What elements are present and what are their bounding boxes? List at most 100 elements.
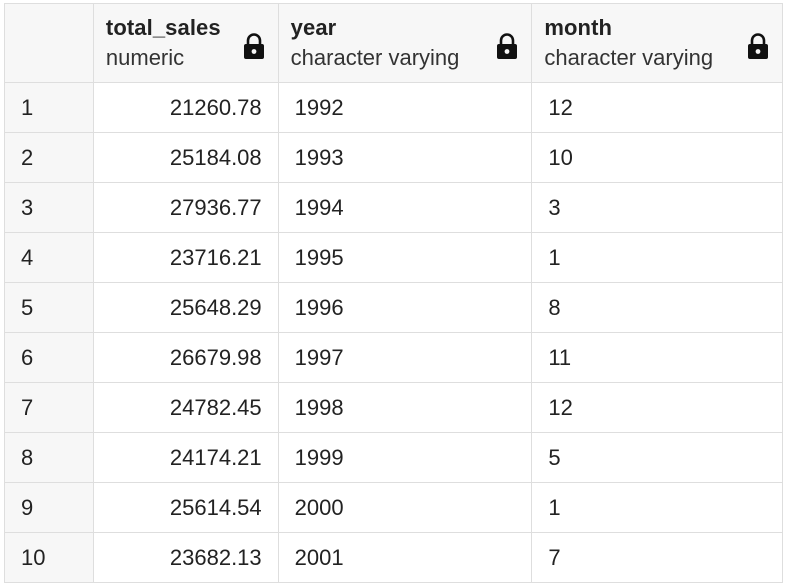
month-cell[interactable]: 8 — [532, 283, 783, 333]
total-sales-value: 25648.29 — [169, 294, 262, 320]
table-row[interactable]: 9 25614.54 2000 1 — [5, 483, 783, 533]
row-number-cell[interactable]: 2 — [5, 133, 94, 183]
row-number: 7 — [21, 394, 34, 420]
column-header-month[interactable]: month character varying — [532, 4, 783, 83]
lock-icon — [497, 33, 518, 59]
row-number-cell[interactable]: 1 — [5, 83, 94, 133]
month-value: 8 — [548, 294, 561, 320]
column-name: year — [290, 15, 337, 40]
row-number: 6 — [21, 344, 34, 370]
total-sales-value: 24782.45 — [169, 394, 262, 420]
lock-icon — [243, 33, 264, 59]
total-sales-value: 26679.98 — [169, 344, 262, 370]
row-number: 8 — [21, 444, 34, 470]
total-sales-cell[interactable]: 23716.21 — [93, 233, 279, 283]
year-value: 2001 — [294, 544, 344, 570]
month-cell[interactable]: 3 — [532, 183, 783, 233]
month-cell[interactable]: 12 — [532, 83, 783, 133]
month-value: 1 — [548, 244, 561, 270]
row-number-cell[interactable]: 6 — [5, 333, 94, 383]
year-cell[interactable]: 1993 — [278, 133, 533, 183]
total-sales-value: 27936.77 — [169, 194, 262, 220]
row-number: 3 — [21, 194, 34, 220]
table-row[interactable]: 10 23682.13 2001 7 — [5, 533, 783, 583]
total-sales-cell[interactable]: 25184.08 — [93, 133, 279, 183]
year-value: 1997 — [294, 344, 344, 370]
total-sales-cell[interactable]: 24174.21 — [93, 433, 279, 483]
year-value: 1992 — [294, 94, 344, 120]
column-type: numeric — [105, 45, 185, 70]
year-cell[interactable]: 1998 — [278, 383, 533, 433]
month-cell[interactable]: 1 — [532, 233, 783, 283]
column-name: total_sales — [105, 15, 221, 40]
month-cell[interactable]: 10 — [532, 133, 783, 183]
year-value: 1993 — [294, 144, 344, 170]
year-cell[interactable]: 2001 — [278, 533, 533, 583]
month-value: 10 — [548, 144, 573, 170]
total-sales-value: 23716.21 — [169, 244, 262, 270]
row-number-cell[interactable]: 9 — [5, 483, 94, 533]
month-value: 11 — [548, 344, 572, 370]
month-cell[interactable]: 5 — [532, 433, 783, 483]
year-value: 1996 — [294, 294, 344, 320]
row-number: 9 — [21, 494, 34, 520]
table-row[interactable]: 7 24782.45 1998 12 — [5, 383, 783, 433]
month-value: 1 — [548, 494, 561, 520]
row-number: 5 — [21, 294, 34, 320]
row-number-cell[interactable]: 4 — [5, 233, 94, 283]
row-number: 4 — [21, 244, 34, 270]
row-number-cell[interactable]: 5 — [5, 283, 94, 333]
year-cell[interactable]: 2000 — [278, 483, 533, 533]
month-value: 7 — [548, 544, 561, 570]
year-cell[interactable]: 1996 — [278, 283, 533, 333]
year-cell[interactable]: 1997 — [278, 333, 533, 383]
total-sales-cell[interactable]: 27936.77 — [93, 183, 279, 233]
table-row[interactable]: 2 25184.08 1993 10 — [5, 133, 783, 183]
column-name: month — [544, 15, 613, 40]
total-sales-cell[interactable]: 24782.45 — [93, 383, 279, 433]
year-cell[interactable]: 1995 — [278, 233, 533, 283]
total-sales-cell[interactable]: 25614.54 — [93, 483, 279, 533]
column-header-year[interactable]: year character varying — [278, 4, 533, 83]
total-sales-cell[interactable]: 21260.78 — [93, 83, 279, 133]
year-value: 1998 — [294, 394, 344, 420]
total-sales-value: 24174.21 — [169, 444, 262, 470]
table-row[interactable]: 6 26679.98 1997 11 — [5, 333, 783, 383]
results-grid: total_sales numeric year character varyi… — [4, 3, 783, 583]
year-value: 1995 — [294, 244, 344, 270]
column-type: character varying — [290, 45, 460, 70]
row-number: 10 — [21, 544, 46, 570]
row-number-cell[interactable]: 3 — [5, 183, 94, 233]
header-row: total_sales numeric year character varyi… — [5, 4, 783, 83]
row-number-cell[interactable]: 8 — [5, 433, 94, 483]
table-row[interactable]: 3 27936.77 1994 3 — [5, 183, 783, 233]
table-row[interactable]: 1 21260.78 1992 12 — [5, 83, 783, 133]
month-value: 12 — [548, 394, 573, 420]
year-value: 1999 — [294, 444, 344, 470]
column-header-total-sales[interactable]: total_sales numeric — [93, 4, 279, 83]
month-cell[interactable]: 1 — [532, 483, 783, 533]
total-sales-value: 21260.78 — [169, 94, 262, 120]
total-sales-cell[interactable]: 25648.29 — [93, 283, 279, 333]
month-value: 3 — [548, 194, 561, 220]
total-sales-value: 25614.54 — [169, 494, 262, 520]
year-cell[interactable]: 1992 — [278, 83, 533, 133]
year-cell[interactable]: 1999 — [278, 433, 533, 483]
total-sales-cell[interactable]: 26679.98 — [93, 333, 279, 383]
row-number-cell[interactable]: 10 — [5, 533, 94, 583]
table-row[interactable]: 8 24174.21 1999 5 — [5, 433, 783, 483]
year-cell[interactable]: 1994 — [278, 183, 533, 233]
row-number-cell[interactable]: 7 — [5, 383, 94, 433]
month-cell[interactable]: 11 — [532, 333, 783, 383]
month-value: 5 — [548, 444, 561, 470]
total-sales-value: 25184.08 — [169, 144, 262, 170]
year-value: 2000 — [294, 494, 344, 520]
row-number-header[interactable] — [5, 4, 94, 83]
month-value: 12 — [548, 94, 573, 120]
month-cell[interactable]: 7 — [532, 533, 783, 583]
total-sales-value: 23682.13 — [169, 544, 262, 570]
table-row[interactable]: 5 25648.29 1996 8 — [5, 283, 783, 333]
table-row[interactable]: 4 23716.21 1995 1 — [5, 233, 783, 283]
month-cell[interactable]: 12 — [532, 383, 783, 433]
total-sales-cell[interactable]: 23682.13 — [93, 533, 279, 583]
